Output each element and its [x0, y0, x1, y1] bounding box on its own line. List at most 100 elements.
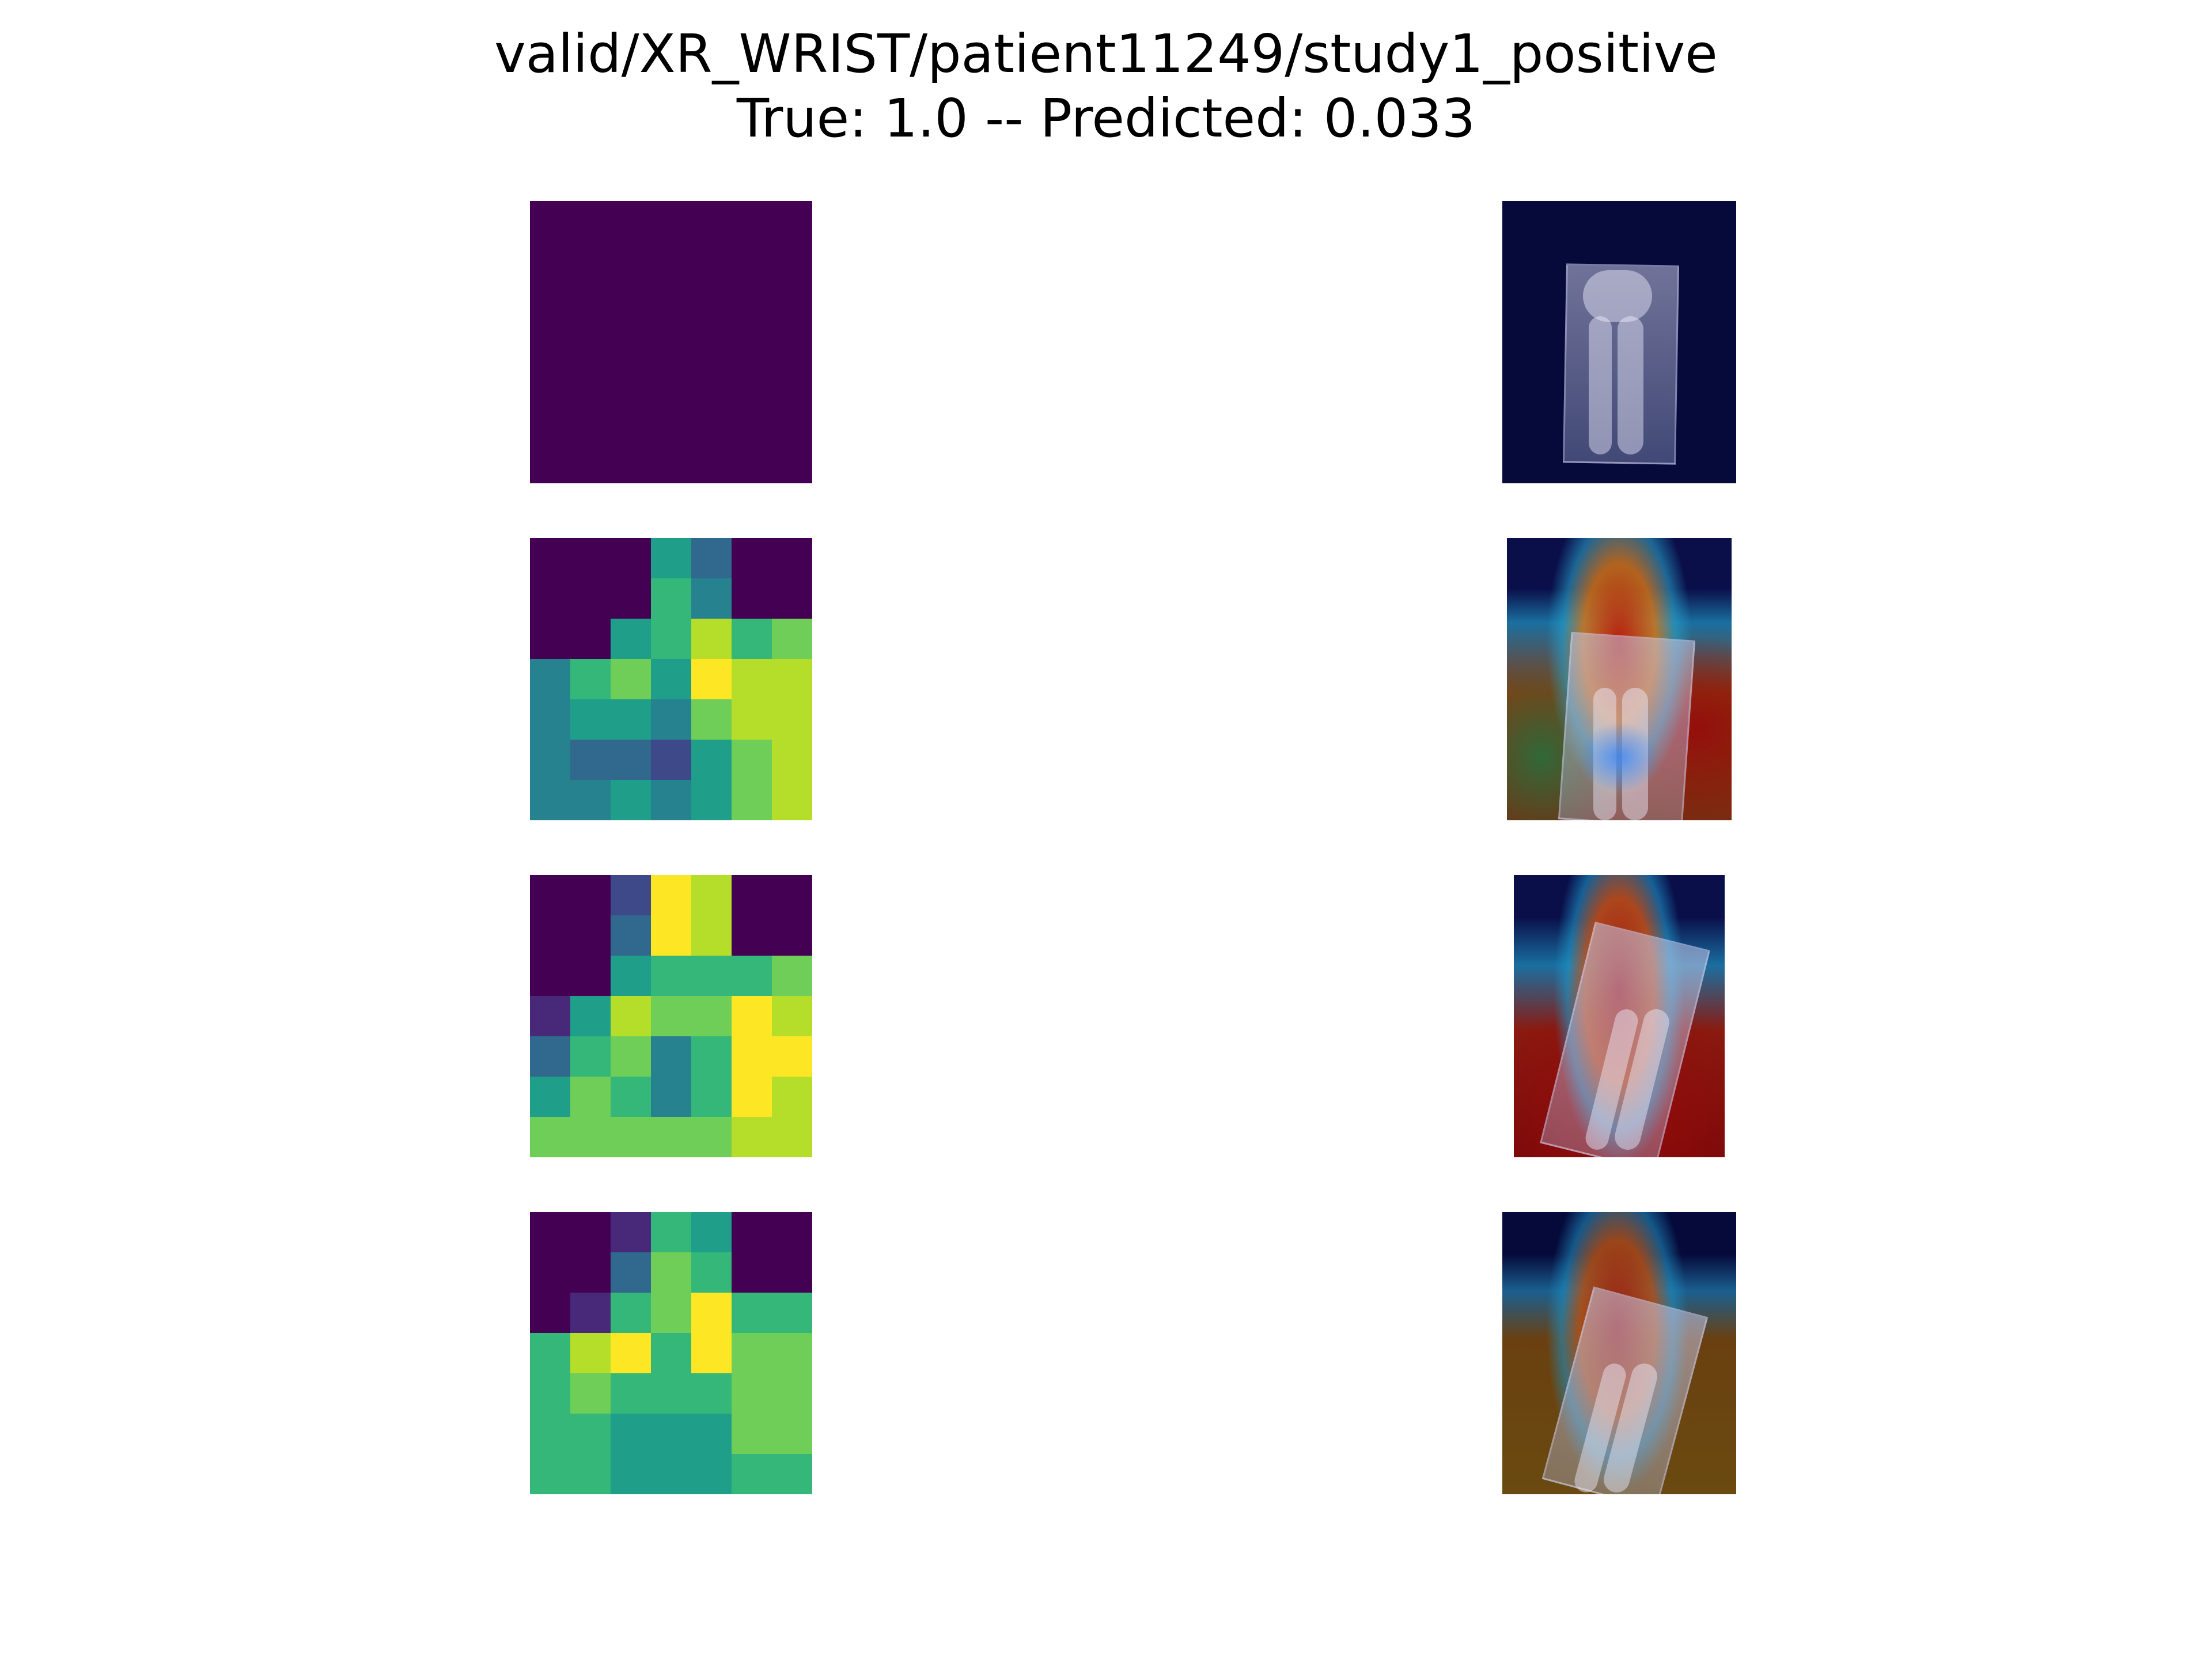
heatmap-cell [732, 996, 772, 1036]
heatmap-cell [772, 659, 812, 699]
heatmap-cell [570, 875, 611, 915]
heatmap-cell [732, 578, 772, 619]
heatmap-cell [611, 996, 651, 1036]
heatmap-cell [651, 282, 691, 322]
heatmap-cell [732, 740, 772, 780]
heatmap-cell [611, 1373, 651, 1414]
heatmap-panel-3 [530, 875, 812, 1157]
heatmap-cell [530, 1333, 570, 1373]
heatmap-cell [530, 443, 570, 483]
heatmap-cell [570, 538, 611, 578]
heatmap-cell [732, 1373, 772, 1414]
heatmap-cell [772, 241, 812, 282]
heatmap-cell [691, 1077, 732, 1117]
heatmap-cell [772, 1077, 812, 1117]
heatmap-cell [570, 1333, 611, 1373]
heatmap-cell [772, 362, 812, 403]
heatmap-cell [772, 578, 812, 619]
heatmap-cell [611, 875, 651, 915]
heatmap-cell [772, 201, 812, 241]
heatmap-cell [570, 619, 611, 659]
heatmap-cell [772, 699, 812, 740]
heatmap-cell [651, 362, 691, 403]
heatmap-cell [651, 659, 691, 699]
heatmap-cell [570, 362, 611, 403]
heatmap-cell [651, 915, 691, 956]
heatmap-cell [530, 1252, 570, 1293]
heatmap-cell [772, 538, 812, 578]
heatmap-cell [611, 1454, 651, 1494]
heatmap-cell [691, 403, 732, 443]
heatmap-cell [530, 538, 570, 578]
heatmap-cell [691, 780, 732, 820]
heatmap-cell [772, 1414, 812, 1454]
heatmap-cell [732, 780, 772, 820]
heatmap-cell [691, 322, 732, 362]
heatmap-cell [772, 322, 812, 362]
heatmap-cell [611, 915, 651, 956]
heatmap-cell [530, 740, 570, 780]
heatmap-cell [772, 619, 812, 659]
heatmap-cell [651, 1252, 691, 1293]
heatmap-cell [570, 996, 611, 1036]
heatmap-cell [611, 578, 651, 619]
heatmap-cell [691, 915, 732, 956]
heatmap-cell [772, 1333, 812, 1373]
heatmap-cell [530, 619, 570, 659]
heatmap-cell [651, 619, 691, 659]
heatmap-cell [651, 403, 691, 443]
heatmap-cell [530, 699, 570, 740]
heatmap-cell [651, 241, 691, 282]
heatmap-cell [691, 443, 732, 483]
heatmap-cell [691, 740, 732, 780]
heatmap-cell [732, 1036, 772, 1077]
heatmap-cell [772, 1373, 812, 1414]
heatmap-cell [570, 578, 611, 619]
heatmap-cell [772, 1117, 812, 1157]
heatmap-cell [570, 780, 611, 820]
figure-title: valid/XR_WRIST/patient11249/study1_posit… [0, 22, 2212, 151]
heatmap-cell [570, 322, 611, 362]
heatmap-cell [611, 403, 651, 443]
heatmap-cell [611, 619, 651, 659]
heatmap-cell [772, 996, 812, 1036]
heatmap-cell [530, 1212, 570, 1252]
heatmap-cell [651, 1036, 691, 1077]
heatmap-cell [530, 1293, 570, 1333]
heatmap-cell [611, 1252, 651, 1293]
heatmap-cell [691, 1414, 732, 1454]
heatmap-cell [772, 915, 812, 956]
heatmap-cell [570, 403, 611, 443]
heatmap-cell [611, 362, 651, 403]
heatmap-cell [611, 201, 651, 241]
heatmap-cell [732, 956, 772, 996]
heatmap-cell [530, 915, 570, 956]
heatmap-cell [691, 282, 732, 322]
xray-cam-2 [1507, 538, 1732, 820]
heatmap-cell [691, 578, 732, 619]
heatmap-cell [530, 1117, 570, 1157]
heatmap-cell [570, 699, 611, 740]
heatmap-cell [570, 659, 611, 699]
heatmap-cell [651, 443, 691, 483]
heatmap-cell [570, 201, 611, 241]
heatmap-cell [570, 1373, 611, 1414]
heatmap-cell [611, 1077, 651, 1117]
heatmap-cell [611, 699, 651, 740]
heatmap-cell [772, 282, 812, 322]
heatmap-cell [732, 1333, 772, 1373]
heatmap-cell [651, 780, 691, 820]
heatmap-cell [691, 1036, 732, 1077]
heatmap-cell [611, 322, 651, 362]
heatmap-cell [611, 1036, 651, 1077]
heatmap-cell [691, 1293, 732, 1333]
heatmap-cell [691, 699, 732, 740]
heatmap-cell [732, 1117, 772, 1157]
heatmap-cell [651, 699, 691, 740]
heatmap-cell [570, 443, 611, 483]
heatmap-cell [732, 282, 772, 322]
heatmap-cell [530, 403, 570, 443]
heatmap-cell [772, 1036, 812, 1077]
heatmap-cell [611, 282, 651, 322]
heatmap-cell [772, 1212, 812, 1252]
